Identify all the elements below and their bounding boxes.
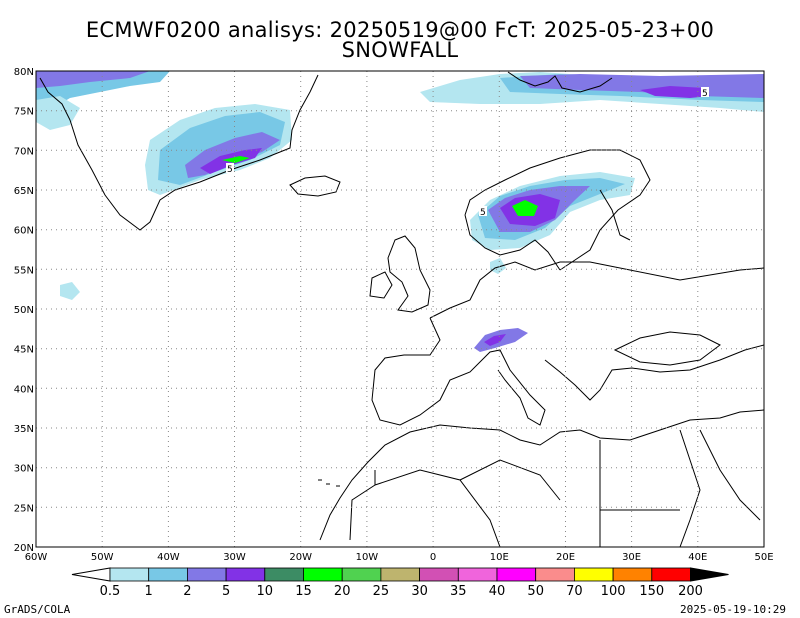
snow-area-arctic-core [640, 86, 710, 98]
footer-software: GrADS/COLA [4, 603, 71, 616]
colorbar-arrow-low [71, 567, 111, 582]
snow-area-labrador [60, 282, 80, 300]
map-frame [35, 70, 765, 548]
snow-area-alps-core [484, 334, 506, 346]
colorbar-arrow-high [690, 567, 729, 582]
map-subtitle: SNOWFALL [341, 38, 459, 62]
colorbar: 0.5 1 2 5 10 15 20 25 30 35 40 50 70 100 150 200 [71, 567, 729, 599]
colorbar-swatch [109, 567, 150, 582]
lat-label: 50N [14, 305, 34, 316]
colorbar-swatch [496, 567, 537, 582]
europe-coast [371, 261, 764, 426]
colorbar-label: 20 [334, 584, 351, 599]
lon-labels: 60W 50W 40W 30W 20W 10W 0 10E 20E 30E 40… [25, 552, 774, 563]
colorbar-swatch [419, 567, 459, 582]
colorbar-label: 0.5 [100, 584, 121, 599]
colorbar-label: 200 [678, 584, 703, 599]
iceland-coast [289, 175, 341, 197]
lon-label: 10E [490, 552, 509, 563]
colorbar-label: 15 [295, 584, 312, 599]
lat-label: 35N [14, 424, 34, 435]
arabia-coast [679, 429, 761, 547]
lon-label: 40E [688, 552, 707, 563]
colorbar-label: 5 [222, 584, 230, 599]
colorbar-label: 30 [411, 584, 428, 599]
north-africa-coast [319, 409, 764, 541]
lon-label: 20E [556, 552, 575, 563]
lat-label: 70N [14, 146, 34, 157]
lon-label: 30W [223, 552, 246, 563]
lat-label: 75N [14, 107, 34, 118]
africa-borders [349, 440, 680, 547]
lat-label: 30N [14, 464, 34, 475]
british-isles-coast [369, 235, 431, 313]
snow-area-nw-light [36, 96, 80, 130]
coastlines [39, 71, 764, 547]
lon-label: 50W [91, 552, 114, 563]
black-sea-coast [613, 331, 721, 366]
snow-area-scandinavia-peak [512, 200, 538, 216]
contour-label-norway: 5 [480, 208, 486, 218]
colorbar-swatch [303, 567, 343, 582]
lon-label: 40W [157, 552, 180, 563]
lat-label: 40N [14, 384, 34, 395]
lat-label: 45N [14, 345, 34, 356]
colorbar-label: 50 [527, 584, 544, 599]
snow-area-greenland-peak [222, 156, 250, 163]
lon-label: 0 [430, 552, 436, 563]
colorbar-label: 100 [601, 584, 626, 599]
lon-label: 20W [289, 552, 312, 563]
lat-label: 25N [14, 503, 34, 514]
lat-label: 60N [14, 226, 34, 237]
colorbar-swatch [341, 567, 382, 582]
canary-islands [318, 479, 340, 487]
colorbar-swatch [148, 567, 188, 582]
colorbar-label: 35 [450, 584, 467, 599]
greenland-coast [39, 74, 319, 231]
scandinavia-coast [464, 149, 651, 271]
lon-label: 30E [622, 552, 641, 563]
lat-label: 20N [14, 543, 34, 554]
colorbar-swatch [457, 567, 498, 582]
lat-labels: 80N 75N 70N 65N 60N 55N 50N 45N 40N 35N … [14, 67, 34, 554]
contour-label-bg [479, 206, 487, 216]
lat-label: 65N [14, 186, 34, 197]
snow-area-baltic [490, 258, 506, 274]
lon-label: 60W [25, 552, 48, 563]
contour-label-bg [701, 87, 709, 97]
map-title: ECMWF0200 analisys: 20250519@00 FcT: 202… [85, 18, 715, 42]
colorbar-label: 1 [145, 584, 153, 599]
lon-label: 50E [754, 552, 773, 563]
colorbar-swatch [225, 567, 266, 582]
colorbar-label: 2 [183, 584, 191, 599]
lat-label: 55N [14, 265, 34, 276]
colorbar-label: 40 [489, 584, 506, 599]
footer-timestamp: 2025-05-19-10:29 [680, 603, 786, 616]
colorbar-swatch [186, 567, 227, 582]
finland-border [599, 189, 631, 241]
contour-label-arctic: 5 [702, 89, 708, 99]
colorbar-swatch [264, 567, 304, 582]
colorbar-swatch [574, 567, 614, 582]
colorbar-label: 25 [373, 584, 390, 599]
colorbar-swatch [380, 567, 420, 582]
colorbar-label: 150 [639, 584, 664, 599]
contour-label-bg [226, 163, 234, 173]
colorbar-label: 10 [257, 584, 274, 599]
colorbar-swatch [612, 567, 653, 582]
colorbar-swatch [651, 567, 691, 582]
graticule [36, 71, 764, 547]
colorbar-label: 70 [566, 584, 583, 599]
lon-label: 10W [356, 552, 379, 563]
contour-label-greenland: 5 [227, 165, 233, 175]
svalbard-coast [507, 71, 613, 93]
colorbar-swatch [535, 567, 575, 582]
snow-area-nw-heavy [36, 71, 150, 88]
contour-labels: 5 5 5 [226, 87, 709, 218]
lat-label: 80N [14, 67, 34, 78]
